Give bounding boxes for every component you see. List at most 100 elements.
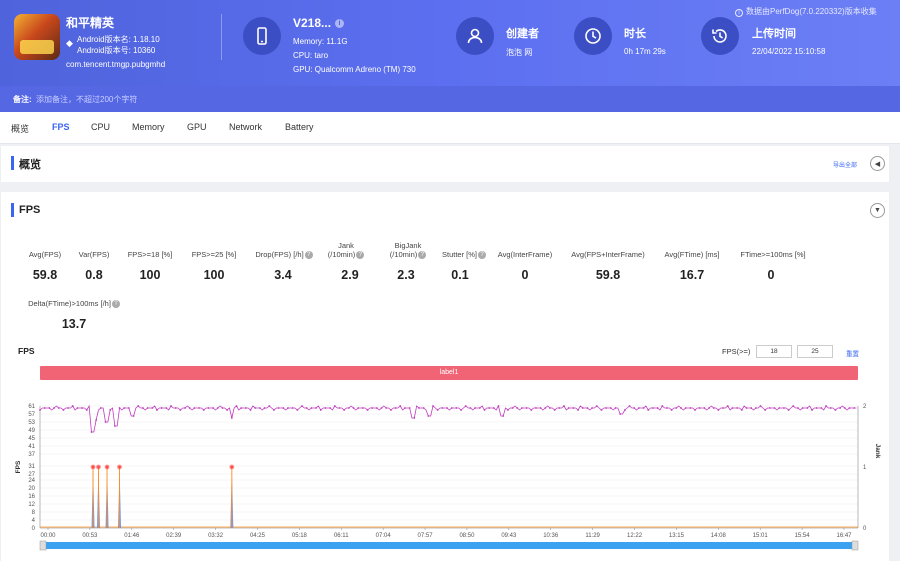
range-slider-left-handle[interactable] <box>39 540 47 551</box>
range-slider-right-handle[interactable] <box>851 540 859 551</box>
tab-gpu[interactable]: GPU <box>187 122 207 132</box>
fps-point <box>544 407 547 409</box>
fps-point <box>151 407 154 409</box>
fps-point <box>464 405 467 407</box>
help-icon[interactable]: ? <box>304 251 313 260</box>
fps-point <box>759 405 762 407</box>
fps-point <box>305 407 308 409</box>
fps-point <box>418 407 420 409</box>
fps-point <box>563 405 565 407</box>
fps-point <box>502 415 505 417</box>
fps-point <box>113 425 116 427</box>
collapse-down-icon[interactable]: ▼ <box>870 203 885 218</box>
x-tick-label: 15:01 <box>753 533 769 539</box>
stat-label-bigjank: BigJank (/10min)? <box>382 241 434 260</box>
reset-button[interactable]: 重置 <box>846 351 859 358</box>
fps-point <box>726 405 729 407</box>
stat-value-var-fps: 0.8 <box>85 268 103 282</box>
label-band[interactable] <box>40 366 858 380</box>
fps-point <box>539 407 542 409</box>
fps-point <box>839 407 841 409</box>
stat-label-jank: Jank (/10min)? <box>322 241 370 260</box>
x-tick-label: 00:00 <box>40 533 56 539</box>
fps-point <box>212 407 215 409</box>
tab-overview[interactable]: 概览 <box>11 124 30 134</box>
stat-label-jank-line2: (/10min) <box>327 250 356 259</box>
fps-point <box>820 407 823 409</box>
upload-title: 上传时间 <box>752 28 796 40</box>
y-tick-label: 49 <box>28 428 35 434</box>
fps-point <box>488 407 491 409</box>
fps-point <box>801 407 804 409</box>
fps-chart-title: FPS <box>18 346 35 356</box>
fps-point <box>549 407 551 409</box>
note-bar[interactable] <box>0 86 900 112</box>
fps-point <box>764 409 767 411</box>
fps-point <box>310 407 313 409</box>
fps-point <box>684 407 687 409</box>
fps-point <box>71 405 74 407</box>
fps-point <box>815 407 818 409</box>
tab-cpu[interactable]: CPU <box>91 122 111 132</box>
y-tick-label: 57 <box>28 412 35 418</box>
fps-point <box>492 407 495 409</box>
stat-value-delta-ftime: 13.7 <box>61 317 87 331</box>
fps-point <box>48 407 51 409</box>
stat-label-jank-line1: Jank <box>338 241 354 250</box>
x-tick-label: 02:39 <box>166 533 182 539</box>
y-tick-label: 0 <box>32 526 36 532</box>
fps-point <box>422 407 425 409</box>
fps-point <box>829 407 832 409</box>
fps-point <box>689 407 692 409</box>
fps-threshold-input-1[interactable] <box>756 345 792 358</box>
fps-point <box>469 407 472 409</box>
fps-point <box>371 407 374 409</box>
stat-label-delta-ftime: Delta(FTime)>100ms [/h]? <box>22 299 126 309</box>
fps-chart[interactable]: 04812162024273137414549535761012FPSJank0… <box>0 385 900 561</box>
fps-point <box>595 405 598 407</box>
stat-label-avg-fps: Avg(FPS) <box>28 250 62 259</box>
android-version-code: Android版本号: 10360 <box>77 46 156 55</box>
fps-point <box>408 407 411 409</box>
fps-point <box>315 407 317 409</box>
note-input[interactable]: 添加备注，不超过200个字符 <box>36 95 138 104</box>
fps-point <box>81 407 84 409</box>
stat-value-fps-ge-25: 100 <box>203 268 225 282</box>
bigjank-marker-dot <box>91 465 95 469</box>
fps-point <box>516 407 519 409</box>
fps-point <box>740 409 743 411</box>
stat-label-var-fps: Var(FPS) <box>78 250 110 259</box>
overview-panel <box>1 146 889 182</box>
fps-threshold-input-2[interactable] <box>797 345 833 358</box>
report-header: 和平精英 ◆ Android版本名: 1.18.10 Android版本号: 1… <box>0 0 900 112</box>
fps-point <box>745 407 748 409</box>
collapse-left-icon[interactable]: ◀ <box>870 156 885 171</box>
fps-point <box>62 409 65 411</box>
fps-point <box>581 407 584 409</box>
stat-value-ftime-ge-100: 0 <box>767 268 775 282</box>
x-tick-label: 08:50 <box>459 533 475 539</box>
device-info-icon[interactable]: i <box>335 19 344 28</box>
help-icon[interactable]: ? <box>111 300 120 309</box>
help-icon[interactable]: ? <box>356 251 365 260</box>
fps-point <box>703 407 706 409</box>
tab-battery[interactable]: Battery <box>285 122 314 132</box>
tab-network[interactable]: Network <box>229 122 263 132</box>
x-tick-label: 11:29 <box>585 533 600 539</box>
fps-point <box>754 407 757 409</box>
export-all-button[interactable]: 导出全部 <box>833 163 858 169</box>
tab-bar: 概览 FPS CPU Memory GPU Network Battery <box>0 112 900 144</box>
fps-point <box>319 409 322 411</box>
tab-fps[interactable]: FPS <box>52 122 70 132</box>
stat-label-avg-fps-interframe: Avg(FPS+InterFrame) <box>571 250 645 259</box>
fps-point <box>773 407 776 409</box>
fps-point <box>43 407 46 409</box>
help-icon[interactable]: ? <box>478 251 486 260</box>
fps-point <box>380 407 383 409</box>
help-icon[interactable]: ? <box>418 251 427 260</box>
tab-memory[interactable]: Memory <box>132 122 165 132</box>
fps-point <box>652 407 654 409</box>
fps-point <box>244 407 247 409</box>
fps-point <box>825 405 827 407</box>
y2-tick-label: 2 <box>863 404 867 410</box>
